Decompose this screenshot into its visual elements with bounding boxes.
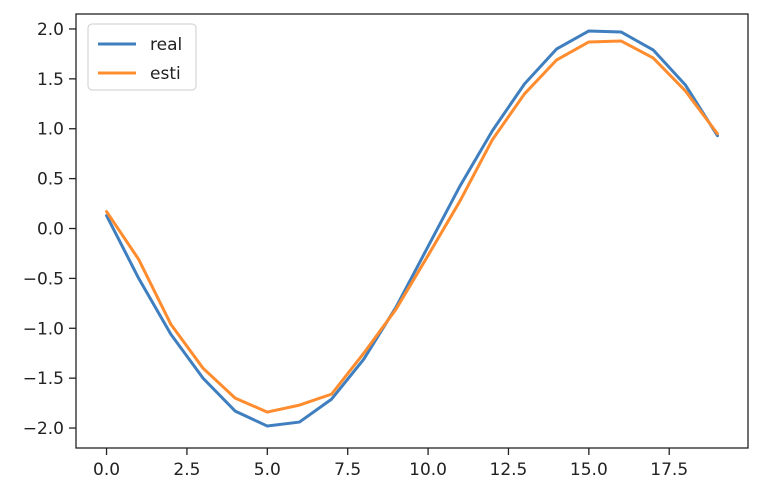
y-tick-label: −2.0: [23, 419, 64, 439]
x-tick-label: 10.0: [409, 460, 447, 480]
series-line-esti: [105, 39, 719, 414]
x-tick-label: 5.0: [254, 460, 281, 480]
legend-label-real: real: [150, 35, 182, 55]
y-tick-label: 1.5: [37, 70, 64, 90]
plot-area: [105, 29, 719, 428]
x-tick-label: 7.5: [334, 460, 361, 480]
axes-frame: [75, 13, 749, 449]
axes: 0.0 2.5 5.0 7.5 10.0 12.5 15.0 17.5 2.0 1.5 1.0 0.5…: [23, 13, 749, 480]
y-tick-label: −1.0: [23, 319, 64, 339]
x-tick-label: 0.0: [93, 460, 120, 480]
legend-label-esti: esti: [150, 64, 181, 84]
y-tick-label: −0.5: [23, 269, 64, 289]
series-line-real: [105, 29, 719, 428]
y-tick-label: 0.5: [37, 170, 64, 190]
y-tick-label: 2.0: [37, 20, 64, 40]
y-tick-label: 0.0: [37, 220, 64, 240]
legend: real esti: [87, 23, 197, 91]
x-tick-label: 15.0: [570, 460, 608, 480]
y-tick-label: −1.5: [23, 369, 64, 389]
y-tick-label: 1.0: [37, 120, 64, 140]
x-tick-label: 12.5: [490, 460, 528, 480]
x-tick-label: 17.5: [650, 460, 688, 480]
x-tick-label: 2.5: [173, 460, 200, 480]
